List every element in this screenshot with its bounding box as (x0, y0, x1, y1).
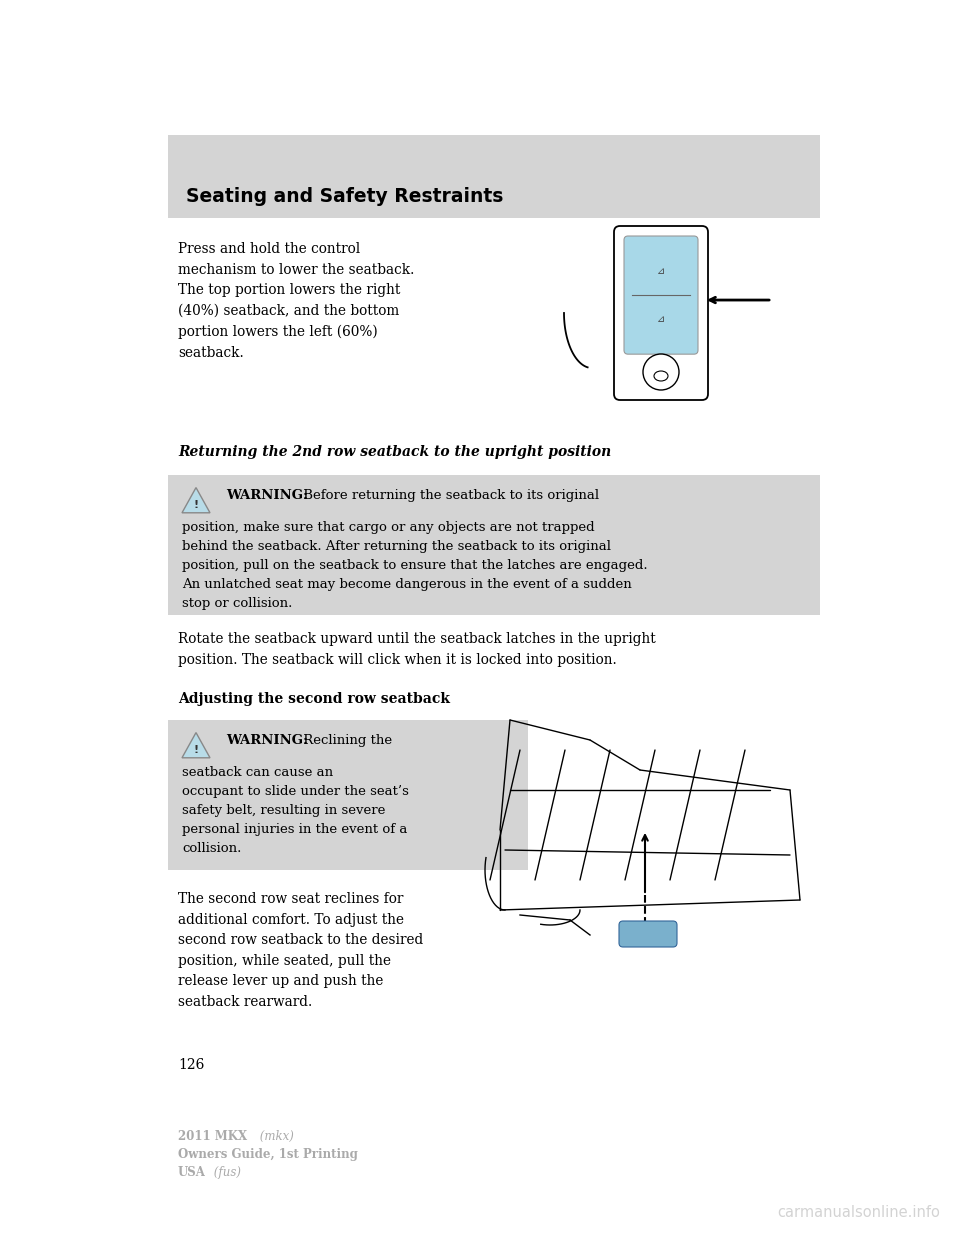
Text: (mkx): (mkx) (256, 1130, 294, 1143)
Circle shape (643, 354, 679, 390)
Text: USA: USA (178, 1166, 205, 1179)
Text: 2011 MKX: 2011 MKX (178, 1130, 247, 1143)
Polygon shape (182, 733, 210, 758)
Text: Before returning the seatback to its original: Before returning the seatback to its ori… (299, 489, 599, 502)
FancyBboxPatch shape (614, 226, 708, 400)
Text: position, make sure that cargo or any objects are not trapped: position, make sure that cargo or any ob… (182, 520, 594, 534)
Text: WARNING:: WARNING: (226, 734, 308, 746)
Text: collision.: collision. (182, 842, 241, 854)
Bar (168, 720, 528, 869)
Text: ⊿: ⊿ (657, 314, 665, 324)
Bar (168, 474, 820, 615)
Text: !: ! (193, 745, 199, 755)
Ellipse shape (654, 371, 668, 381)
Text: position, pull on the seatback to ensure that the latches are engaged.: position, pull on the seatback to ensure… (182, 559, 648, 573)
Text: personal injuries in the event of a: personal injuries in the event of a (182, 823, 407, 836)
Bar (168, 135, 820, 219)
Text: occupant to slide under the seat’s: occupant to slide under the seat’s (182, 785, 409, 799)
Text: An unlatched seat may become dangerous in the event of a sudden: An unlatched seat may become dangerous i… (182, 578, 632, 591)
Text: 126: 126 (178, 1058, 204, 1072)
Text: !: ! (193, 501, 199, 510)
FancyBboxPatch shape (624, 236, 698, 354)
Text: carmanualsonline.info: carmanualsonline.info (778, 1205, 940, 1220)
Text: safety belt, resulting in severe: safety belt, resulting in severe (182, 804, 385, 817)
FancyBboxPatch shape (619, 922, 677, 946)
Text: Returning the 2nd row seatback to the upright position: Returning the 2nd row seatback to the up… (178, 445, 612, 460)
Text: Owners Guide, 1st Printing: Owners Guide, 1st Printing (178, 1148, 358, 1161)
Text: Reclining the: Reclining the (299, 734, 392, 746)
Text: (fus): (fus) (210, 1166, 241, 1179)
Polygon shape (182, 488, 210, 513)
Text: Press and hold the control
mechanism to lower the seatback.
The top portion lowe: Press and hold the control mechanism to … (178, 242, 415, 360)
Text: ⊿: ⊿ (657, 266, 665, 276)
Text: Adjusting the second row seatback: Adjusting the second row seatback (178, 692, 450, 705)
Text: behind the seatback. After returning the seatback to its original: behind the seatback. After returning the… (182, 540, 611, 553)
Text: Rotate the seatback upward until the seatback latches in the upright
position. T: Rotate the seatback upward until the sea… (178, 632, 656, 667)
Text: seatback can cause an: seatback can cause an (182, 766, 333, 779)
Text: Seating and Safety Restraints: Seating and Safety Restraints (186, 188, 503, 206)
Text: stop or collision.: stop or collision. (182, 597, 293, 610)
Text: WARNING:: WARNING: (226, 489, 308, 502)
Text: The second row seat reclines for
additional comfort. To adjust the
second row se: The second row seat reclines for additio… (178, 892, 423, 1009)
